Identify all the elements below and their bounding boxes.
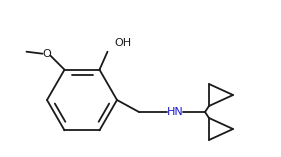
Text: HN: HN xyxy=(167,107,183,117)
Text: O: O xyxy=(42,49,51,59)
Text: OH: OH xyxy=(114,38,132,48)
